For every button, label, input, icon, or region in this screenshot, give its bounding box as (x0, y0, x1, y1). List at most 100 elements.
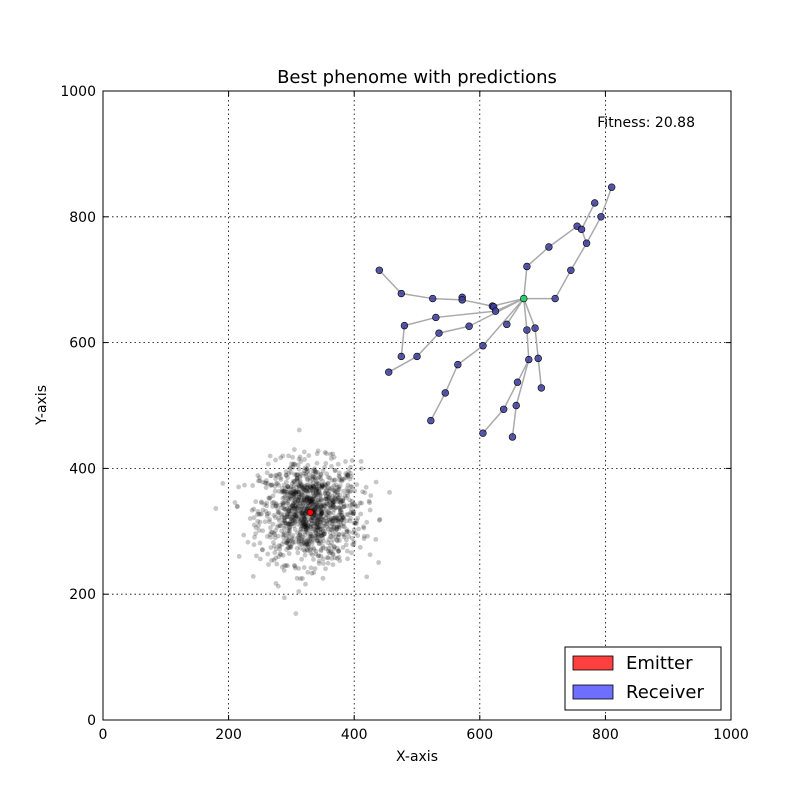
prediction-point (357, 544, 363, 550)
prediction-point (327, 486, 333, 492)
receiver-point (512, 401, 520, 410)
prediction-point (337, 483, 343, 489)
prediction-point (297, 532, 303, 538)
prediction-point (313, 481, 319, 487)
prediction-point (285, 514, 291, 520)
prediction-point (275, 509, 281, 515)
prediction-point (336, 516, 342, 522)
prediction-point (313, 469, 319, 475)
prediction-point (313, 512, 319, 518)
prediction-point (319, 497, 324, 503)
prediction-point (341, 476, 347, 482)
tree-edge (537, 358, 543, 388)
prediction-point (287, 506, 292, 512)
prediction-point (332, 468, 338, 473)
prediction-point (309, 552, 315, 558)
prediction-point (289, 486, 295, 492)
prediction-point (321, 520, 327, 526)
prediction-point (293, 472, 299, 478)
prediction-point (298, 576, 303, 582)
prediction-point (352, 503, 358, 509)
prediction-point (313, 490, 319, 496)
prediction-point (297, 479, 303, 485)
prediction-point (299, 483, 304, 489)
prediction-point (316, 475, 322, 481)
prediction-point (348, 484, 354, 489)
prediction-point (291, 493, 297, 499)
prediction-point (257, 475, 263, 481)
prediction-point (296, 456, 302, 462)
prediction-point (337, 505, 343, 511)
prediction-point (304, 485, 310, 490)
prediction-point (313, 528, 319, 534)
prediction-point (308, 550, 314, 556)
prediction-point (304, 548, 310, 553)
prediction-point (280, 552, 286, 558)
prediction-point (286, 507, 292, 513)
prediction-point (298, 510, 304, 516)
prediction-point (320, 575, 326, 581)
prediction-point (302, 499, 308, 505)
prediction-point (303, 473, 308, 479)
prediction-point (341, 534, 347, 540)
prediction-point (302, 465, 308, 471)
prediction-point (309, 521, 314, 527)
prediction-point (313, 513, 319, 519)
prediction-point (308, 517, 314, 523)
tree-edge (534, 328, 539, 359)
tree-edge (515, 359, 530, 406)
prediction-point (315, 553, 321, 559)
prediction-point (302, 524, 307, 530)
prediction-point (301, 539, 307, 545)
prediction-point (319, 511, 324, 517)
prediction-point (285, 489, 291, 495)
prediction-point (308, 526, 314, 531)
tree-edge (492, 297, 524, 307)
prediction-point (303, 493, 308, 499)
prediction-point (279, 485, 285, 491)
prediction-point (320, 535, 326, 541)
prediction-point (348, 506, 354, 512)
prediction-point (328, 516, 334, 521)
prediction-point (251, 506, 257, 512)
prediction-point (304, 495, 310, 501)
prediction-point (260, 507, 266, 513)
prediction-point (253, 499, 259, 505)
prediction-point (290, 454, 296, 460)
prediction-point (326, 494, 331, 500)
prediction-point (284, 500, 290, 506)
prediction-point (340, 515, 345, 521)
prediction-point (285, 538, 291, 544)
prediction-point (298, 471, 303, 477)
prediction-point (352, 501, 358, 507)
prediction-point (354, 518, 360, 524)
prediction-point (296, 487, 302, 492)
prediction-point (344, 529, 350, 535)
prediction-point (288, 544, 294, 550)
prediction-point (286, 538, 292, 544)
prediction-point (298, 523, 304, 529)
prediction-point (321, 503, 327, 509)
legend-emitter-swatch (572, 655, 614, 671)
prediction-point (309, 518, 315, 524)
tree-edge (580, 202, 596, 230)
prediction-point (286, 502, 291, 508)
prediction-point (290, 521, 296, 526)
prediction-point (289, 490, 294, 496)
tree-edge (404, 316, 437, 327)
prediction-point (358, 511, 364, 517)
prediction-point (303, 514, 309, 520)
prediction-point (266, 519, 272, 525)
prediction-point (347, 497, 353, 503)
prediction-point (285, 533, 291, 539)
receiver-point (465, 322, 473, 330)
prediction-point (296, 498, 302, 504)
prediction-point (373, 479, 379, 485)
prediction-point (320, 513, 326, 519)
prediction-point (343, 471, 349, 476)
prediction-point (339, 478, 345, 484)
prediction-point (361, 536, 367, 542)
prediction-point (307, 498, 313, 504)
prediction-point (313, 530, 319, 535)
prediction-point (327, 530, 333, 535)
